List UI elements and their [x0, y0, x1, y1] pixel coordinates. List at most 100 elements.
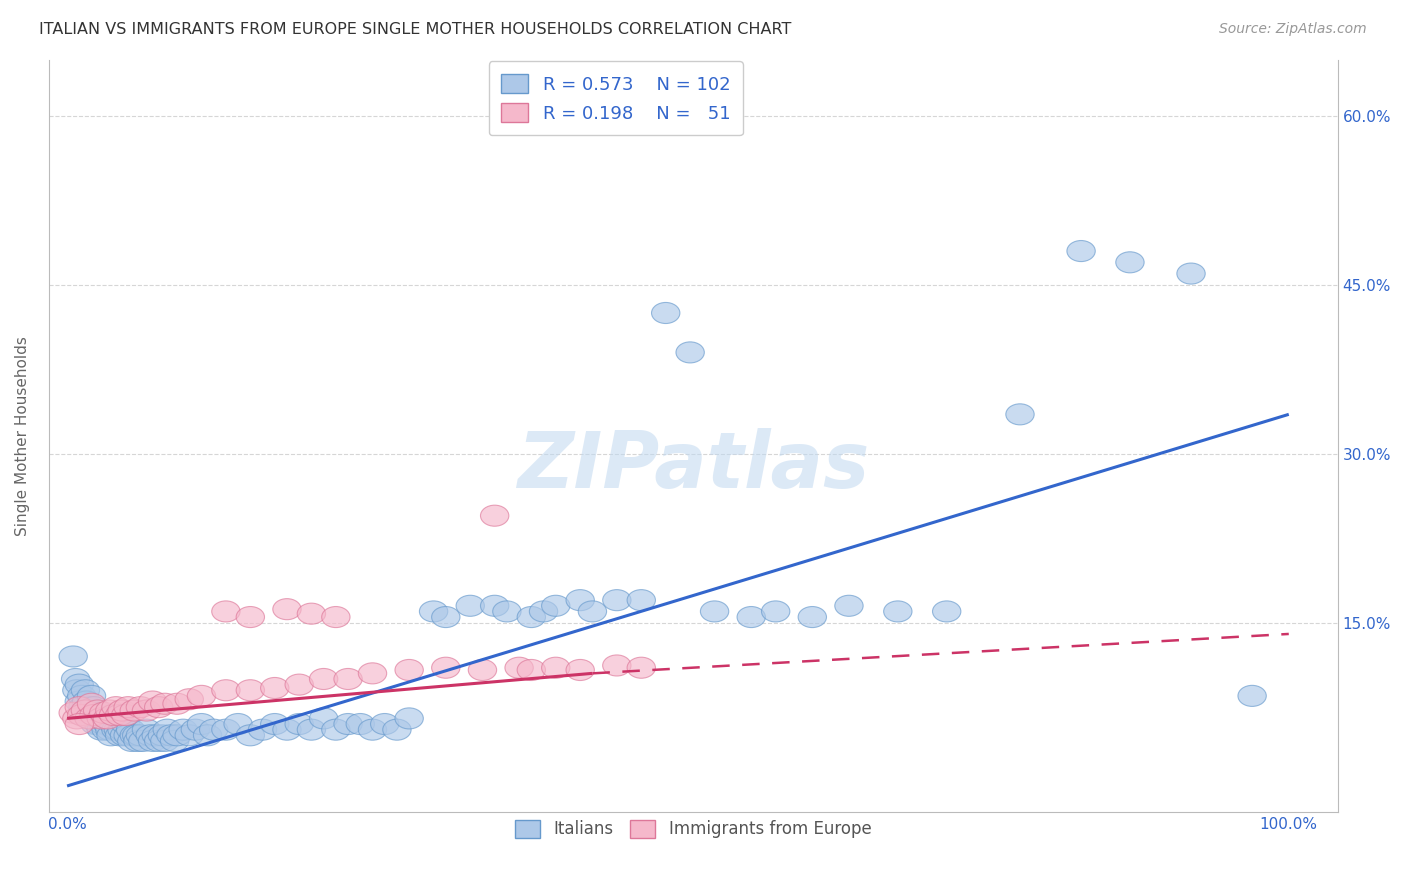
- Ellipse shape: [105, 725, 134, 746]
- Ellipse shape: [77, 702, 105, 723]
- Ellipse shape: [72, 680, 100, 701]
- Ellipse shape: [104, 719, 132, 740]
- Ellipse shape: [333, 668, 363, 690]
- Ellipse shape: [84, 714, 112, 735]
- Ellipse shape: [529, 601, 558, 622]
- Ellipse shape: [77, 693, 105, 714]
- Ellipse shape: [212, 680, 240, 701]
- Ellipse shape: [1116, 252, 1144, 273]
- Ellipse shape: [492, 601, 522, 622]
- Ellipse shape: [309, 668, 337, 690]
- Text: ZIPatlas: ZIPatlas: [517, 428, 869, 504]
- Ellipse shape: [93, 708, 121, 729]
- Ellipse shape: [117, 719, 145, 740]
- Ellipse shape: [799, 607, 827, 628]
- Ellipse shape: [114, 697, 142, 718]
- Ellipse shape: [118, 731, 146, 751]
- Ellipse shape: [187, 714, 215, 735]
- Ellipse shape: [1237, 685, 1267, 706]
- Ellipse shape: [322, 719, 350, 740]
- Ellipse shape: [72, 700, 100, 721]
- Ellipse shape: [382, 719, 411, 740]
- Ellipse shape: [75, 708, 103, 729]
- Ellipse shape: [346, 714, 374, 735]
- Ellipse shape: [260, 714, 290, 735]
- Ellipse shape: [145, 697, 173, 718]
- Ellipse shape: [505, 657, 533, 678]
- Ellipse shape: [124, 731, 152, 751]
- Ellipse shape: [63, 708, 91, 729]
- Ellipse shape: [150, 693, 179, 714]
- Ellipse shape: [76, 708, 104, 729]
- Ellipse shape: [96, 719, 124, 740]
- Ellipse shape: [432, 657, 460, 678]
- Ellipse shape: [273, 599, 301, 620]
- Ellipse shape: [297, 719, 326, 740]
- Ellipse shape: [83, 700, 112, 721]
- Ellipse shape: [517, 659, 546, 681]
- Ellipse shape: [578, 601, 606, 622]
- Ellipse shape: [676, 342, 704, 363]
- Ellipse shape: [163, 693, 191, 714]
- Ellipse shape: [105, 705, 134, 725]
- Ellipse shape: [72, 702, 100, 723]
- Ellipse shape: [468, 659, 496, 681]
- Ellipse shape: [567, 590, 595, 611]
- Ellipse shape: [419, 601, 447, 622]
- Ellipse shape: [153, 719, 181, 740]
- Ellipse shape: [65, 691, 93, 712]
- Ellipse shape: [90, 708, 118, 729]
- Ellipse shape: [627, 590, 655, 611]
- Ellipse shape: [187, 685, 215, 706]
- Ellipse shape: [127, 697, 155, 718]
- Ellipse shape: [122, 725, 150, 746]
- Ellipse shape: [138, 691, 167, 712]
- Text: Source: ZipAtlas.com: Source: ZipAtlas.com: [1219, 22, 1367, 37]
- Ellipse shape: [83, 708, 112, 729]
- Ellipse shape: [603, 590, 631, 611]
- Ellipse shape: [212, 719, 240, 740]
- Ellipse shape: [132, 700, 160, 721]
- Ellipse shape: [169, 719, 197, 740]
- Ellipse shape: [59, 702, 87, 723]
- Ellipse shape: [87, 708, 115, 729]
- Ellipse shape: [932, 601, 960, 622]
- Ellipse shape: [651, 302, 681, 324]
- Ellipse shape: [101, 697, 131, 718]
- Ellipse shape: [883, 601, 912, 622]
- Ellipse shape: [111, 714, 139, 735]
- Ellipse shape: [108, 719, 136, 740]
- Ellipse shape: [627, 657, 655, 678]
- Ellipse shape: [212, 601, 240, 622]
- Ellipse shape: [737, 607, 765, 628]
- Ellipse shape: [80, 705, 108, 725]
- Ellipse shape: [236, 607, 264, 628]
- Ellipse shape: [322, 607, 350, 628]
- Ellipse shape: [333, 714, 363, 735]
- Ellipse shape: [73, 691, 101, 712]
- Ellipse shape: [75, 697, 103, 718]
- Ellipse shape: [108, 700, 136, 721]
- Ellipse shape: [120, 700, 149, 721]
- Ellipse shape: [249, 719, 277, 740]
- Ellipse shape: [63, 680, 91, 701]
- Ellipse shape: [567, 659, 595, 681]
- Ellipse shape: [150, 731, 179, 751]
- Ellipse shape: [82, 702, 111, 723]
- Ellipse shape: [82, 714, 110, 735]
- Ellipse shape: [359, 663, 387, 684]
- Ellipse shape: [176, 725, 204, 746]
- Ellipse shape: [111, 705, 139, 725]
- Ellipse shape: [128, 731, 157, 751]
- Ellipse shape: [97, 725, 125, 746]
- Ellipse shape: [120, 725, 149, 746]
- Ellipse shape: [456, 595, 485, 616]
- Ellipse shape: [100, 705, 128, 725]
- Ellipse shape: [160, 731, 188, 751]
- Ellipse shape: [762, 601, 790, 622]
- Ellipse shape: [273, 719, 301, 740]
- Ellipse shape: [96, 700, 124, 721]
- Ellipse shape: [79, 708, 107, 729]
- Ellipse shape: [127, 725, 155, 746]
- Ellipse shape: [67, 685, 96, 706]
